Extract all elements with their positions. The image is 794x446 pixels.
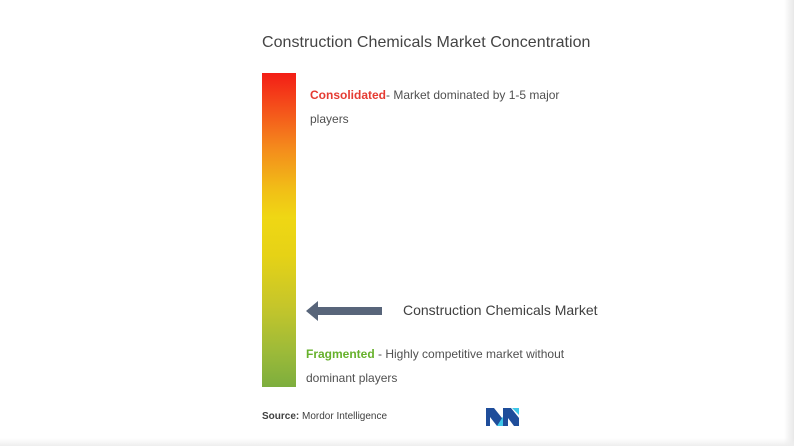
page-title: Construction Chemicals Market Concentrat… — [262, 34, 591, 51]
consolidated-description: Consolidated- Market dominated by 1-5 ma… — [310, 83, 588, 131]
source-text: Mordor Intelligence — [299, 411, 388, 422]
right-edge-shadow — [784, 0, 794, 446]
mordor-intelligence-logo-icon — [486, 408, 519, 426]
consolidated-description-text: - Market dominated by 1-5 major players — [310, 88, 560, 126]
fragmented-description-text: - Highly competitive market without domi… — [306, 347, 565, 385]
fragmented-label: Fragmented — [306, 347, 375, 361]
source-label: Source: — [262, 411, 300, 422]
market-position-label: Construction Chemicals Market — [403, 302, 598, 318]
source-line: Source: Mordor Intelligence — [262, 411, 387, 422]
bottom-edge-shadow — [0, 438, 794, 446]
concentration-gradient-bar — [262, 73, 296, 387]
consolidated-label: Consolidated — [310, 88, 387, 102]
market-position-arrow-icon — [306, 301, 382, 321]
fragmented-description: Fragmented - Highly competitive market w… — [306, 342, 600, 390]
